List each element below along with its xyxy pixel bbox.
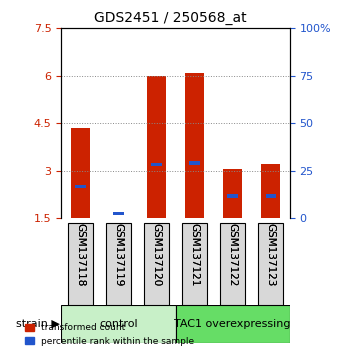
Text: GDS2451 / 250568_at: GDS2451 / 250568_at	[94, 11, 247, 25]
FancyBboxPatch shape	[68, 223, 93, 304]
Text: GSM137118: GSM137118	[75, 223, 85, 286]
Bar	[147, 76, 166, 218]
Bar	[185, 73, 204, 218]
Text: GSM137123: GSM137123	[266, 223, 276, 286]
FancyBboxPatch shape	[258, 223, 283, 304]
Text: GSM137120: GSM137120	[152, 223, 162, 286]
Bar	[261, 164, 280, 218]
Text: strain ▶: strain ▶	[16, 319, 59, 329]
FancyBboxPatch shape	[61, 304, 176, 343]
Text: GSM137118: GSM137118	[75, 223, 85, 286]
Text: GSM137120: GSM137120	[152, 223, 162, 286]
FancyBboxPatch shape	[176, 304, 290, 343]
Bar	[113, 212, 124, 215]
Text: GSM137119: GSM137119	[114, 223, 123, 286]
Bar	[227, 194, 238, 198]
Bar	[266, 194, 276, 198]
Legend: transformed count, percentile rank within the sample: transformed count, percentile rank withi…	[21, 320, 198, 349]
Bar	[189, 161, 200, 165]
Text: control: control	[99, 319, 138, 329]
FancyBboxPatch shape	[182, 223, 207, 304]
Text: GSM137123: GSM137123	[266, 223, 276, 286]
Bar	[223, 169, 242, 218]
Bar	[75, 185, 86, 188]
Text: TAC1 overexpressing: TAC1 overexpressing	[175, 319, 291, 329]
Text: GSM137121: GSM137121	[190, 223, 199, 286]
Text: GSM137122: GSM137122	[228, 223, 238, 286]
Text: GSM137121: GSM137121	[190, 223, 199, 286]
FancyBboxPatch shape	[220, 223, 245, 304]
Text: GSM137122: GSM137122	[228, 223, 238, 286]
FancyBboxPatch shape	[144, 223, 169, 304]
FancyBboxPatch shape	[106, 223, 131, 304]
Bar	[71, 128, 90, 218]
Text: GSM137119: GSM137119	[114, 223, 123, 286]
Bar	[151, 162, 162, 166]
